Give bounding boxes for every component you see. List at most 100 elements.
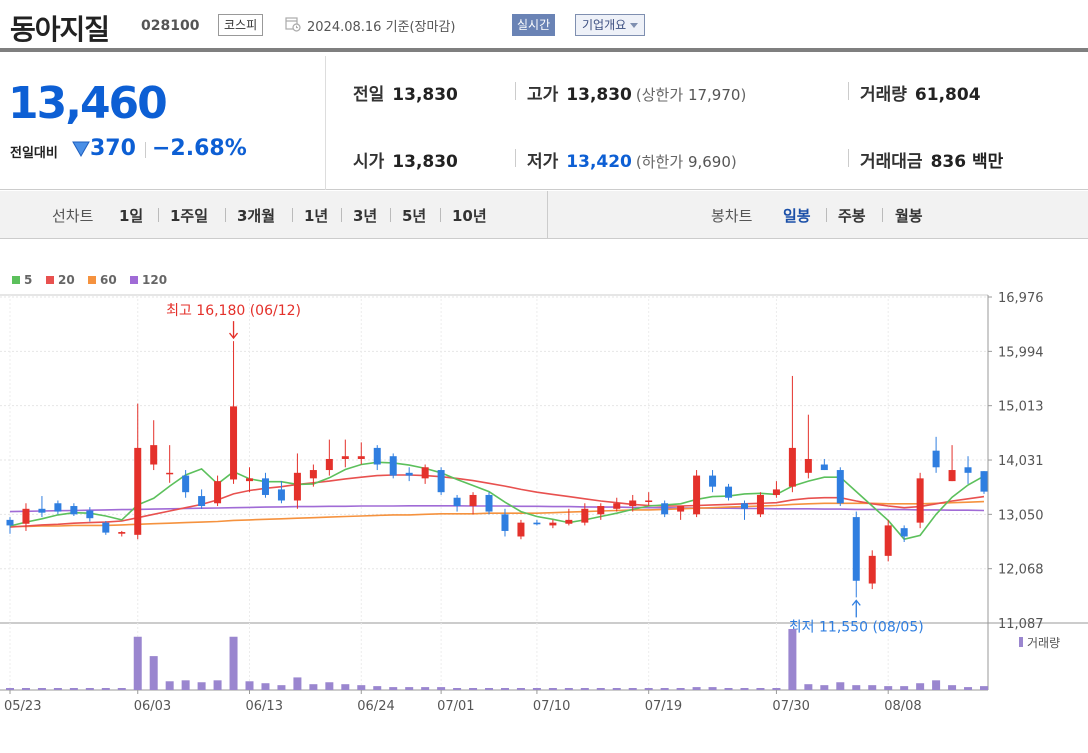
ma120-line (9, 504, 985, 513)
volume-bar (516, 688, 525, 690)
candle-body (325, 458, 333, 471)
x-axis: 05/23 06/03 06/13 06/24 07/01 07/10 07/19 07/30… (4, 690, 922, 714)
period-1d[interactable]: 1일 (119, 207, 144, 225)
volume-bar (21, 688, 30, 690)
volume-bar (469, 688, 478, 690)
x-tick-label: 06/13 (246, 699, 283, 714)
candle (182, 470, 190, 498)
candle-body (581, 508, 589, 523)
company-overview-dropdown[interactable]: 기업개요 (575, 14, 646, 36)
candle-daily[interactable]: 일봉 (783, 207, 811, 225)
volume-bar (740, 688, 749, 690)
legend-swatch-20 (46, 276, 54, 284)
volume-bar (628, 688, 637, 690)
volume-bar (405, 687, 414, 690)
legend-label-120: 120 (142, 273, 167, 287)
period-10y[interactable]: 10년 (452, 207, 487, 225)
candle (661, 500, 669, 518)
candle (868, 550, 876, 590)
divider (145, 142, 146, 158)
volume-bar (213, 680, 222, 690)
candle-body (629, 500, 637, 507)
y-tick-label: 13,050 (998, 508, 1044, 523)
period-3y[interactable]: 3년 (353, 207, 378, 225)
arrow-up-icon (851, 599, 861, 618)
candle-body (182, 475, 190, 493)
candle-monthly[interactable]: 월봉 (895, 207, 923, 225)
candle-body (868, 555, 876, 584)
legend-label-20: 20 (58, 273, 75, 287)
period-5y[interactable]: 5년 (402, 207, 427, 225)
realtime-button[interactable]: 실시간 (512, 14, 556, 36)
candle (645, 492, 653, 507)
candle (118, 530, 126, 537)
candle-body (309, 470, 317, 479)
candle (54, 500, 62, 515)
candle-body (86, 510, 94, 519)
candle-body (357, 456, 365, 459)
y-tick-label: 12,068 (998, 563, 1044, 578)
current-price-box: 13,460 전일대비 370 −2.68% (0, 56, 326, 190)
volume-bar (916, 683, 925, 690)
candle-body (948, 470, 956, 482)
candles (6, 341, 988, 598)
change-rate: −2.68% (152, 136, 247, 161)
candle (980, 471, 988, 494)
divider (390, 208, 391, 222)
low-annotation: 최저 11,550 (08/05) (789, 619, 924, 635)
period-1y[interactable]: 1년 (304, 207, 329, 225)
candle (469, 492, 477, 515)
candle (709, 470, 717, 493)
volume-bar (676, 688, 685, 690)
candle (693, 470, 701, 518)
candle (198, 489, 206, 509)
candle (677, 506, 685, 520)
volume-bar (277, 685, 286, 690)
volume-bar (660, 688, 669, 690)
candle-body (485, 494, 493, 512)
divider (440, 208, 441, 222)
candle (900, 525, 908, 543)
candle-body (820, 464, 828, 471)
x-tick-label: 07/19 (645, 699, 682, 714)
candle (485, 492, 493, 515)
candle-body (453, 497, 461, 507)
divider (515, 149, 516, 167)
x-tick-label: 06/24 (357, 699, 394, 714)
period-3m[interactable]: 3개월 (237, 207, 276, 225)
x-tick-label: 05/23 (4, 699, 41, 714)
legend-label-60: 60 (100, 273, 117, 287)
candle-body (565, 519, 573, 524)
ma60-line (10, 500, 985, 528)
candle-body (70, 506, 78, 515)
candle (277, 481, 285, 504)
volume-bar (852, 685, 861, 690)
volume-bar (644, 688, 653, 690)
volume-bar (948, 685, 957, 690)
candle-body (38, 508, 46, 513)
high-annotation: 최고 16,180 (06/12) (166, 303, 301, 319)
volume-bar (117, 688, 126, 690)
candle (517, 519, 525, 540)
candle-body (740, 503, 748, 509)
volume-bar (836, 682, 845, 690)
volume-bar (980, 686, 988, 690)
volume-bar (69, 688, 78, 690)
moving-averages (9, 461, 985, 541)
volume-bar (724, 688, 733, 690)
candle-weekly[interactable]: 주봉 (838, 207, 866, 225)
chart-legend: 5 20 60 120 (12, 273, 167, 287)
period-1w[interactable]: 1주일 (170, 207, 209, 225)
candle-body (980, 471, 988, 492)
volume-bar (101, 688, 110, 690)
candle-body (293, 472, 301, 501)
volume-bar (580, 688, 589, 690)
chart-grid (0, 294, 1088, 691)
divider (515, 82, 516, 100)
candle-body (756, 494, 764, 515)
candle-body (884, 525, 892, 556)
x-tick-label: 07/01 (437, 699, 474, 714)
legend-swatch-120 (130, 276, 138, 284)
volume-bar (804, 684, 813, 690)
candle (772, 481, 780, 498)
